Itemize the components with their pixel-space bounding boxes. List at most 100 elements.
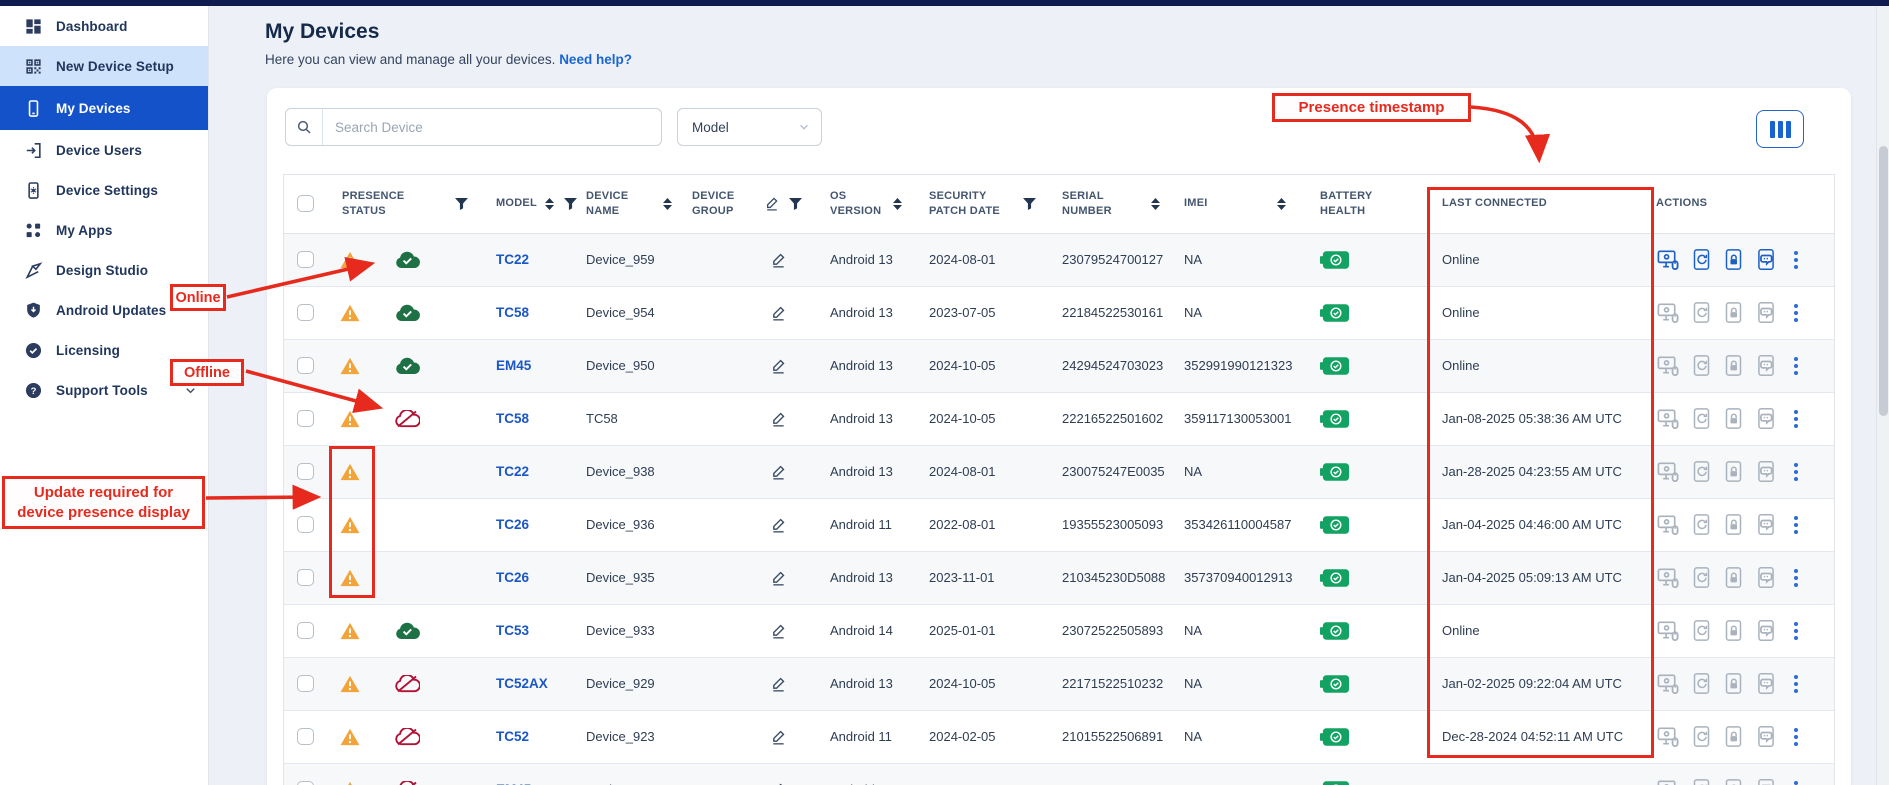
model-link[interactable]: TC58 [496, 305, 530, 320]
model-link[interactable]: EM45 [480, 782, 531, 785]
device-messages-icon[interactable] [1755, 566, 1777, 589]
more-actions-kebab[interactable] [1794, 409, 1798, 428]
remote-control-icon[interactable] [1656, 301, 1680, 324]
model-link[interactable]: TC26 [496, 570, 530, 585]
row-checkbox[interactable] [297, 357, 314, 374]
device-messages-icon[interactable] [1755, 354, 1777, 377]
row-checkbox[interactable] [297, 463, 314, 480]
select-all-checkbox[interactable] [297, 195, 314, 213]
reboot-device-icon[interactable] [1691, 778, 1712, 785]
edit-device-group-icon[interactable] [771, 782, 786, 785]
row-checkbox[interactable] [297, 410, 314, 427]
lock-device-icon[interactable] [1723, 354, 1744, 377]
remote-control-icon[interactable] [1656, 725, 1680, 748]
reboot-device-icon[interactable] [1691, 407, 1712, 430]
model-link[interactable]: TC26 [496, 517, 530, 532]
device-messages-icon[interactable] [1755, 301, 1777, 324]
sort-icon[interactable] [1277, 197, 1286, 210]
device-messages-icon[interactable] [1755, 460, 1777, 483]
edit-device-group-icon[interactable] [771, 411, 786, 427]
filter-icon[interactable] [564, 197, 577, 210]
row-checkbox[interactable] [297, 304, 314, 321]
sort-icon[interactable] [544, 197, 554, 210]
more-actions-kebab[interactable] [1794, 568, 1798, 587]
need-help-link[interactable]: Need help? [559, 52, 632, 67]
reboot-device-icon[interactable] [1691, 354, 1712, 377]
sidebar-item-android-updates[interactable]: Android Updates [0, 290, 208, 330]
model-link[interactable]: TC22 [496, 252, 530, 267]
remote-control-icon[interactable] [1656, 513, 1680, 536]
edit-device-group-icon[interactable] [771, 305, 786, 321]
model-link[interactable]: TC58 [496, 411, 530, 426]
sidebar-item-dashboard[interactable]: Dashboard [0, 6, 208, 46]
edit-device-group-icon[interactable] [771, 623, 786, 639]
sidebar-item-design-studio[interactable]: Design Studio [0, 250, 208, 290]
sidebar-item-my-apps[interactable]: My Apps [0, 210, 208, 250]
row-checkbox[interactable] [297, 569, 314, 586]
row-checkbox[interactable] [297, 516, 314, 533]
remote-control-icon[interactable] [1656, 778, 1680, 785]
more-actions-kebab[interactable] [1794, 250, 1798, 269]
model-link[interactable]: TC52 [496, 729, 530, 744]
edit-device-group-icon[interactable] [771, 464, 786, 480]
device-messages-icon[interactable] [1755, 725, 1777, 748]
column-chooser-button[interactable] [1756, 110, 1804, 148]
reboot-device-icon[interactable] [1691, 619, 1712, 642]
filter-icon[interactable] [455, 197, 472, 210]
lock-device-icon[interactable] [1723, 407, 1744, 430]
lock-device-icon[interactable] [1723, 566, 1744, 589]
more-actions-kebab[interactable] [1794, 621, 1798, 640]
remote-control-icon[interactable] [1656, 672, 1680, 695]
edit-device-group-icon[interactable] [771, 358, 786, 374]
reboot-device-icon[interactable] [1691, 301, 1712, 324]
edit-device-group-icon[interactable] [771, 570, 786, 586]
device-messages-icon[interactable] [1755, 407, 1777, 430]
remote-control-icon[interactable] [1656, 354, 1680, 377]
remote-control-icon[interactable] [1656, 460, 1680, 483]
lock-device-icon[interactable] [1723, 619, 1744, 642]
row-checkbox[interactable] [297, 622, 314, 639]
more-actions-kebab[interactable] [1794, 780, 1798, 785]
remote-control-icon[interactable] [1656, 566, 1680, 589]
reboot-device-icon[interactable] [1691, 566, 1712, 589]
edit-device-group-icon[interactable] [771, 676, 786, 692]
filter-icon[interactable] [1023, 197, 1036, 210]
more-actions-kebab[interactable] [1794, 462, 1798, 481]
reboot-device-icon[interactable] [1691, 460, 1712, 483]
lock-device-icon[interactable] [1723, 672, 1744, 695]
sort-icon[interactable] [1151, 197, 1160, 210]
edit-icon[interactable] [765, 196, 779, 211]
remote-control-icon[interactable] [1656, 619, 1680, 642]
lock-device-icon[interactable] [1723, 301, 1744, 324]
lock-device-icon[interactable] [1723, 778, 1744, 785]
lock-device-icon[interactable] [1723, 513, 1744, 536]
sidebar-item-licensing[interactable]: Licensing [0, 330, 208, 370]
model-link[interactable]: EM45 [496, 358, 532, 373]
remote-control-icon[interactable] [1656, 407, 1680, 430]
lock-device-icon[interactable] [1723, 248, 1744, 271]
sidebar-item-device-settings[interactable]: Device Settings [0, 170, 208, 210]
device-messages-icon[interactable] [1755, 778, 1777, 785]
model-link[interactable]: TC22 [496, 464, 530, 479]
sidebar-item-my-devices[interactable]: My Devices [0, 86, 208, 130]
lock-device-icon[interactable] [1723, 460, 1744, 483]
model-filter-select[interactable]: Model [677, 108, 822, 146]
more-actions-kebab[interactable] [1794, 356, 1798, 375]
filter-icon[interactable] [789, 197, 802, 210]
sort-icon[interactable] [893, 197, 902, 210]
page-scrollbar[interactable] [1876, 6, 1889, 785]
sidebar-item-new-device-setup[interactable]: New Device Setup [0, 46, 208, 86]
more-actions-kebab[interactable] [1794, 727, 1798, 746]
device-messages-icon[interactable] [1755, 248, 1777, 271]
edit-device-group-icon[interactable] [771, 729, 786, 745]
device-messages-icon[interactable] [1755, 619, 1777, 642]
more-actions-kebab[interactable] [1794, 674, 1798, 693]
edit-device-group-icon[interactable] [771, 517, 786, 533]
device-messages-icon[interactable] [1755, 672, 1777, 695]
row-checkbox[interactable] [297, 781, 314, 785]
model-link[interactable]: TC53 [496, 623, 530, 638]
scrollbar-thumb[interactable] [1879, 146, 1888, 416]
sidebar-item-support-tools[interactable]: ? Support Tools [0, 370, 208, 410]
reboot-device-icon[interactable] [1691, 248, 1712, 271]
reboot-device-icon[interactable] [1691, 672, 1712, 695]
